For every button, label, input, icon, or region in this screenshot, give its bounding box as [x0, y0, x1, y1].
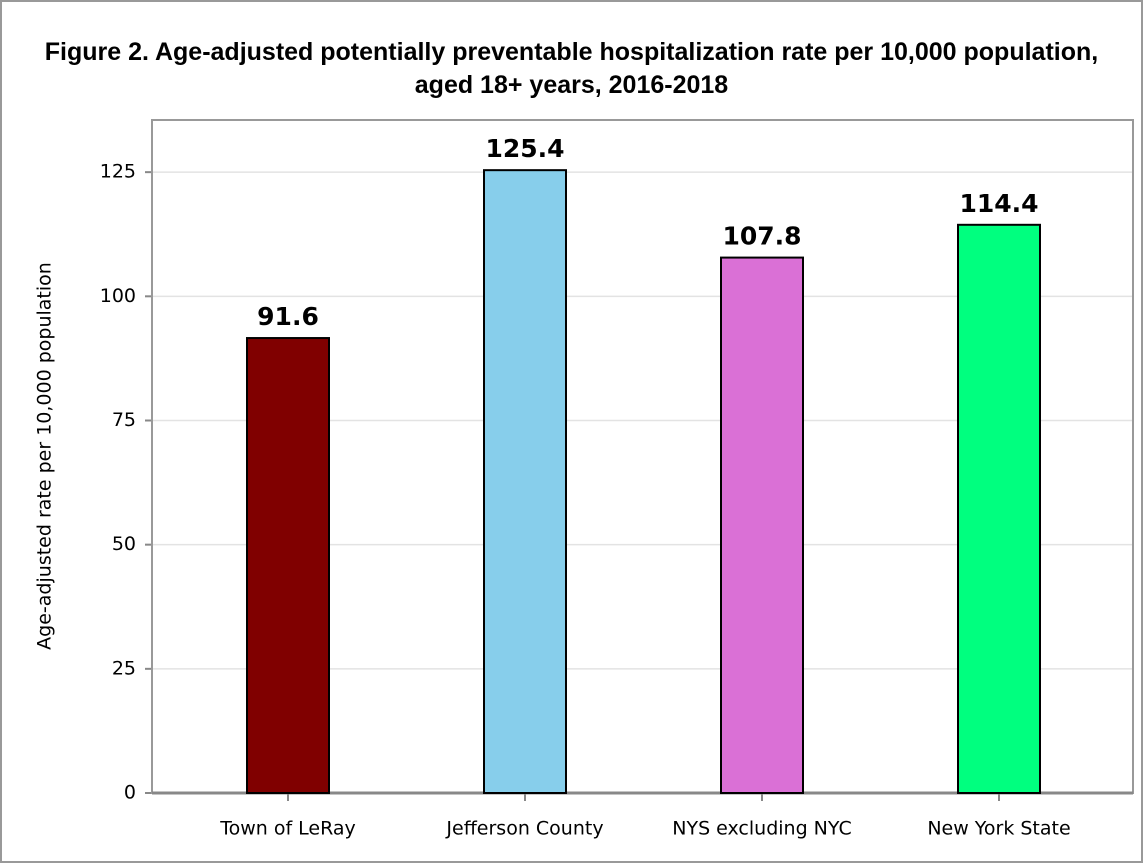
value-label: 107.8 — [722, 222, 801, 251]
value-label: 125.4 — [485, 134, 564, 163]
x-tick-label: Town of LeRay — [219, 818, 356, 840]
value-label: 114.4 — [959, 189, 1038, 218]
y-tick-label: 125 — [100, 161, 136, 183]
value-label: 91.6 — [257, 302, 319, 331]
bar — [246, 337, 330, 794]
x-tick-label: Jefferson County — [445, 818, 603, 840]
y-axis-label: Age-adjusted rate per 10,000 population — [34, 262, 56, 650]
bar — [957, 223, 1041, 794]
bar — [720, 256, 804, 794]
x-tick-label: New York State — [927, 818, 1070, 840]
y-tick-label: 25 — [112, 657, 136, 679]
y-tick-label: 0 — [124, 782, 136, 804]
y-tick-label: 50 — [112, 533, 136, 555]
chart-title: Figure 2. Age-adjusted potentially preve… — [44, 38, 1099, 99]
x-tick-label: NYS excluding NYC — [672, 818, 851, 840]
y-tick-label: 75 — [112, 409, 136, 431]
y-tick-label: 100 — [100, 285, 136, 307]
bar — [483, 169, 567, 795]
